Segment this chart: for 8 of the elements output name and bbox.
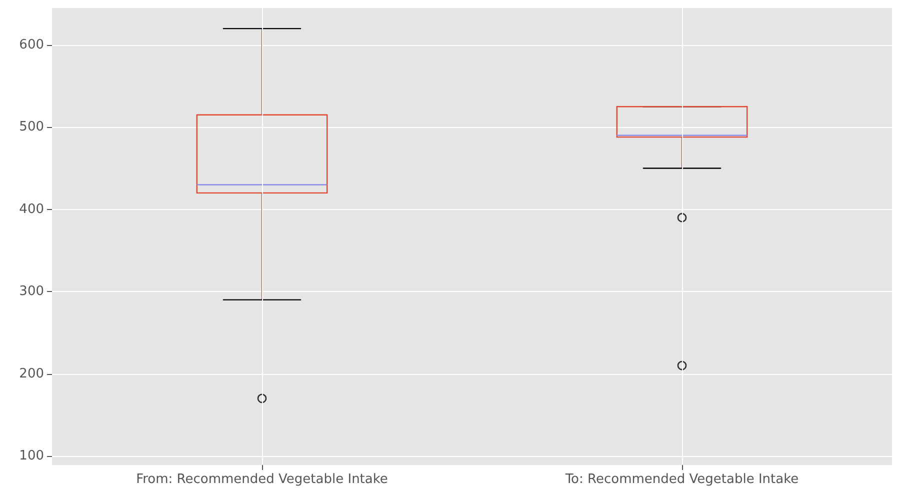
x-tick-label: From: Recommended Vegetable Intake <box>136 472 388 487</box>
y-tick-label: 300 <box>19 284 44 300</box>
x-tick-label: To: Recommended Vegetable Intake <box>564 472 799 487</box>
y-tick-label: 100 <box>19 448 44 464</box>
y-tick-label: 600 <box>19 37 44 52</box>
y-tick-label: 500 <box>19 120 44 135</box>
y-tick-label: 400 <box>19 202 44 217</box>
y-tick-label: 200 <box>19 366 44 382</box>
